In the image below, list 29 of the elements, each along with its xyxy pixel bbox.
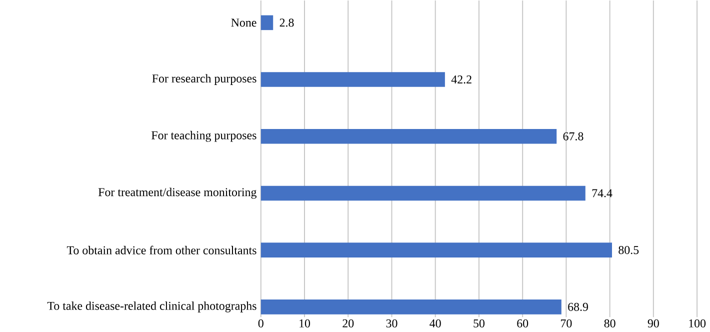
- data-label: 74.4: [592, 189, 612, 198]
- y-tick-label: To obtain advice from other consultants: [66, 246, 256, 254]
- x-tick-label: 100: [689, 319, 706, 328]
- x-tick-label: 10: [300, 319, 310, 328]
- x-tick-label: 20: [342, 319, 354, 328]
- data-label: 68.9: [568, 302, 588, 311]
- bar: [260, 242, 612, 258]
- x-tick-label: 80: [604, 319, 616, 328]
- data-label: 42.2: [451, 75, 472, 84]
- y-tick-label: For research purposes: [152, 74, 256, 85]
- bar: [260, 72, 445, 87]
- x-tick-label: 40: [430, 319, 441, 328]
- x-tick-label: 50: [474, 319, 484, 328]
- bar: [260, 128, 557, 144]
- y-tick-label: For teaching purposes: [152, 130, 256, 142]
- data-label: 2.8: [280, 18, 294, 27]
- data-label: 80.5: [618, 246, 639, 254]
- bar: [260, 299, 562, 314]
- x-tick-label: 30: [386, 319, 398, 328]
- x-tick-label: 90: [648, 319, 659, 328]
- y-tick-label: To take disease-related clinical photographs: [47, 301, 256, 312]
- data-label: 67.8: [563, 132, 584, 140]
- x-tick-label: 0: [258, 319, 264, 328]
- bar: [260, 186, 586, 201]
- bar: [260, 15, 274, 30]
- y-tick-label: For treatment/disease monitoring: [98, 188, 256, 199]
- y-tick-label: None: [231, 18, 256, 27]
- x-tick-label: 60: [517, 319, 528, 328]
- x-tick-label: 70: [561, 319, 572, 328]
